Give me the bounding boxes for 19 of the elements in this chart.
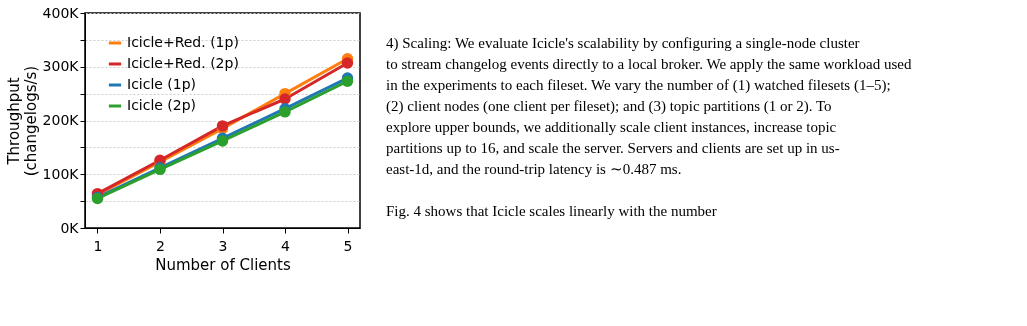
y-tick-label: 400K xyxy=(42,4,80,21)
point xyxy=(341,57,354,69)
x-tick-label: 2 xyxy=(156,237,165,254)
legend-label: Icicle (1p) xyxy=(127,76,197,92)
text: 4) Scaling: We evaluate Icicle's scalability by configuring a single-node cluster to stream changelog events directly to a local broker. We apply the same workload used in the experiments to each fileset. We vary the number of (1) watched filesets (1–5); (2) client nodes (one client per fileset); and (3) topic partitions (1 or 2). To explore upper bounds, we additionally scale client instances, increase topic partitions up to 16, and scale the server. Servers and clients are set up in us-east-1d, and the round-trip latency is ∼0.487 ms. xyxy=(386,35,912,177)
x-tick-label: 1 xyxy=(93,237,103,254)
x-axis-title: Number of Clients xyxy=(155,255,291,274)
y-tick-label: 0K xyxy=(60,219,80,236)
y-tick-label: 100K xyxy=(42,165,80,182)
y-tick-label: 200K xyxy=(42,112,80,128)
x-tick-label: 5 xyxy=(343,237,353,254)
legend-label: Icicle+Red. (2p) xyxy=(127,55,239,71)
caption: Fig. 4 shows that Icicle scales linearly with the number xyxy=(386,203,717,219)
legend-label: Icicle (2p) xyxy=(127,97,197,113)
legend-label: Icicle+Red. (1p) xyxy=(127,34,239,50)
x-tick-label: 4 xyxy=(281,237,291,254)
y-axis-title: Throughput (changelogs/s) xyxy=(4,65,40,177)
x-tick-label: 3 xyxy=(218,237,228,254)
y-tick-label: 300K xyxy=(42,58,80,75)
